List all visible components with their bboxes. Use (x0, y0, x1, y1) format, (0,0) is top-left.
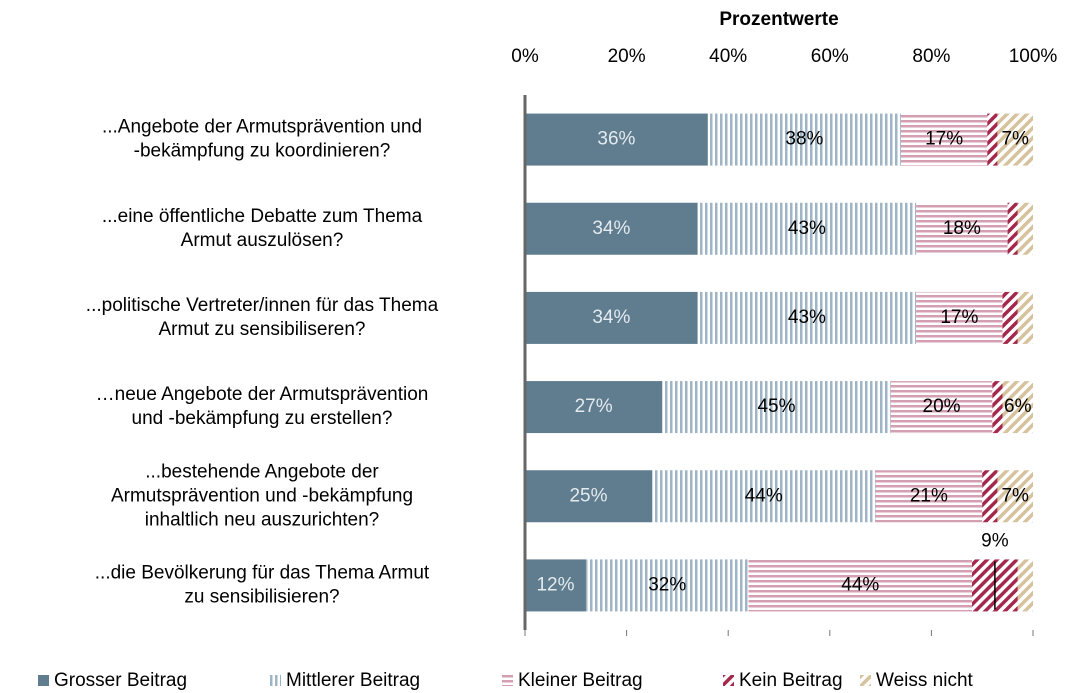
x-tick-label: 80% (912, 46, 950, 67)
value-label: 34% (592, 307, 630, 328)
value-label: 32% (648, 574, 686, 595)
category-line: …neue Angebote der Armutsprävention (96, 384, 429, 405)
bar-segment (997, 113, 1033, 166)
value-label: 45% (757, 396, 795, 417)
bar-segment (652, 470, 876, 523)
bar-segment (1002, 381, 1033, 434)
value-label: 36% (597, 129, 635, 150)
x-tick-label: 20% (608, 46, 646, 67)
bar-segment (707, 113, 901, 166)
value-label: 44% (841, 574, 879, 595)
x-tick-label: 40% (709, 46, 747, 67)
bar-segment (697, 202, 917, 255)
bar-segment (997, 470, 1033, 523)
value-label: 12% (536, 574, 574, 595)
category-line: ...die Bevölkerung für das Thema Armut (95, 562, 430, 583)
value-label: 18% (943, 218, 981, 239)
value-label: 17% (940, 307, 978, 328)
category-label: ...die Bevölkerung für das Thema Armut zu… (95, 562, 430, 607)
legend-label: Kein Beitrag (739, 670, 843, 691)
value-label: 20% (923, 396, 961, 417)
category-line: zu sensibilisieren? (184, 586, 339, 607)
bar-segment (1017, 291, 1033, 344)
value-label: 21% (910, 485, 948, 506)
bar-segment (662, 381, 891, 434)
bar-segment (1002, 291, 1018, 344)
bar-segment (900, 113, 988, 166)
x-tick-label: 60% (811, 46, 849, 67)
bar-segment (1017, 559, 1033, 612)
value-label: 7% (1001, 129, 1029, 150)
bar-segment (1007, 202, 1018, 255)
category-label: …neue Angebote der Armutsprävention und -… (96, 384, 429, 429)
bar-segment (525, 470, 652, 523)
value-label: 6% (1004, 396, 1032, 417)
category-line: Armutsprävention und -bekämpfung (111, 485, 413, 506)
value-label: 43% (788, 218, 826, 239)
bar-segment (916, 202, 1008, 255)
category-line: ...eine öffentliche Debatte zum Thema (102, 206, 423, 227)
bar-segment (916, 291, 1003, 344)
bar-segment (525, 113, 708, 166)
category-label: ...Angebote der Armutsprävention und -bek… (102, 117, 422, 162)
bar-segment (525, 291, 698, 344)
legend-swatch (38, 675, 49, 686)
value-label: 25% (569, 485, 607, 506)
bar-segment (697, 291, 917, 344)
category-line: ...bestehende Angebote der (145, 461, 379, 482)
bar-segment (585, 559, 749, 612)
x-tick-label: 100% (1009, 46, 1058, 67)
value-label: 38% (785, 129, 823, 150)
bar-segment (875, 470, 983, 523)
legend-label: Grosser Beitrag (54, 670, 187, 691)
value-label: 34% (592, 218, 630, 239)
value-label: 7% (1001, 485, 1029, 506)
category-line: und -bekämpfung zu erstellen? (132, 408, 393, 429)
bar-segment (992, 381, 1003, 434)
bar-segment (982, 470, 998, 523)
axis-title: Prozentwerte (719, 9, 838, 30)
legend-swatch (723, 675, 734, 686)
value-label: 44% (745, 485, 783, 506)
bar-segment (748, 559, 973, 612)
bar-segment (525, 381, 663, 434)
x-tick-label: 0% (511, 46, 539, 67)
bar-segment (987, 113, 998, 166)
bar-segment (525, 202, 698, 255)
legend-swatch (270, 675, 281, 686)
category-label: ...bestehende Angebote der Armutspräventi… (111, 461, 413, 530)
legend-label: Kleiner Beitrag (518, 670, 643, 691)
value-label: 43% (788, 307, 826, 328)
category-label: ...politische Vertreter/innen für das Th… (86, 295, 439, 340)
category-line: ...Angebote der Armutsprävention und (102, 117, 422, 138)
legend-label: Mittlerer Beitrag (286, 670, 420, 691)
category-line: Armut zu sensibiliseren? (159, 319, 366, 340)
value-label: 9% (981, 530, 1009, 551)
value-label: 17% (925, 129, 963, 150)
category-line: inhaltlich neu auszurichten? (145, 509, 380, 530)
category-line: Armut auszulösen? (181, 230, 344, 251)
legend-label: Weiss nicht (876, 670, 974, 691)
category-line: ...politische Vertreter/innen für das Th… (86, 295, 439, 316)
value-label: 27% (575, 396, 613, 417)
bar-segment (525, 559, 586, 612)
legend-swatch (502, 675, 513, 686)
bar-segment (1017, 202, 1033, 255)
category-line: -bekämpfung zu koordinieren? (134, 141, 391, 162)
bar-segment (890, 381, 993, 434)
legend-swatch (860, 675, 871, 686)
category-label: ...eine öffentliche Debatte zum Thema Arm… (102, 206, 423, 251)
